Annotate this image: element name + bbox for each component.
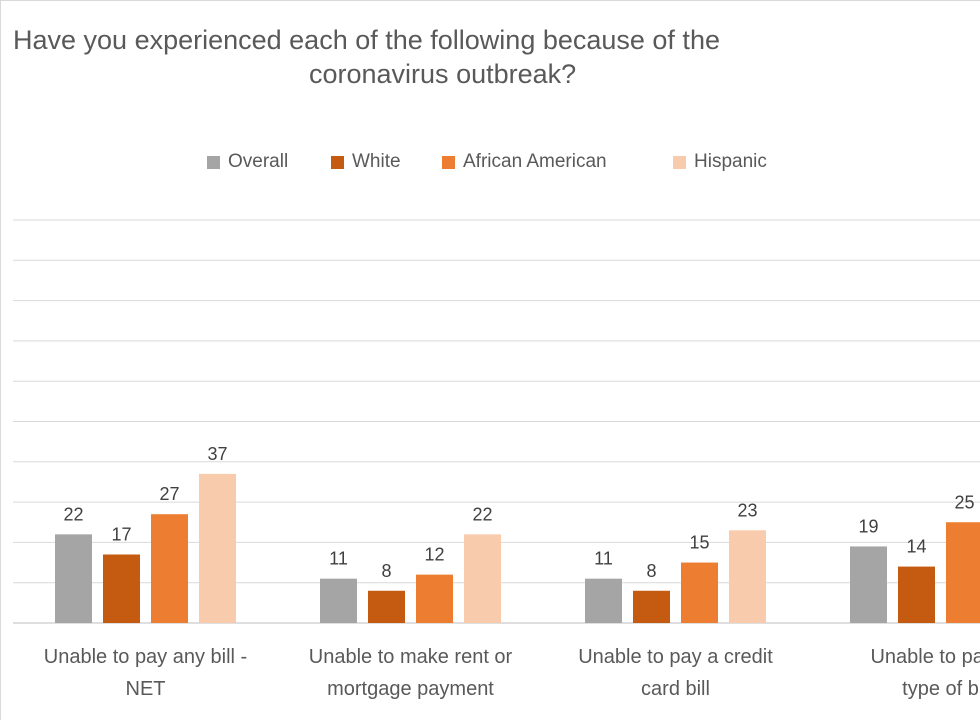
bar-african-american bbox=[681, 562, 718, 623]
category-label: NET bbox=[126, 678, 166, 700]
bar-hispanic bbox=[729, 530, 766, 623]
data-label: 11 bbox=[594, 549, 613, 569]
category-label: mortgage payment bbox=[327, 678, 494, 700]
bar-african-american bbox=[946, 522, 980, 623]
data-label: 22 bbox=[63, 504, 83, 524]
data-label: 8 bbox=[646, 561, 656, 581]
legend-label-overall: Overall bbox=[228, 151, 289, 172]
category-label: type of b bbox=[902, 678, 979, 700]
legend-swatch-african-american bbox=[442, 155, 455, 169]
data-label: 37 bbox=[207, 444, 227, 464]
legend-label-white: White bbox=[352, 151, 401, 172]
legend-item-white: White bbox=[331, 151, 401, 173]
bar-african-american bbox=[416, 574, 453, 623]
data-label: 25 bbox=[954, 492, 974, 512]
data-label: 12 bbox=[424, 545, 444, 565]
legend-item-overall: Overall bbox=[207, 151, 288, 173]
legend-label-african-american: African American bbox=[463, 151, 607, 172]
bar-hispanic bbox=[464, 534, 501, 623]
category-label: Unable to make rent or bbox=[309, 646, 513, 668]
data-label: 23 bbox=[737, 500, 757, 520]
data-label: 15 bbox=[689, 533, 709, 553]
chart-title-text: Have you experienced each of the followi… bbox=[13, 25, 720, 55]
category-label: Unable to pay a bbox=[870, 646, 980, 668]
category-label: card bill bbox=[641, 678, 710, 700]
chart-title-line-2: coronavirus outbreak? bbox=[309, 59, 577, 89]
legend-swatch-hispanic bbox=[673, 155, 686, 169]
legend-item-hispanic: Hispanic bbox=[673, 151, 767, 173]
data-label: 19 bbox=[858, 516, 878, 536]
bar-white bbox=[898, 566, 935, 623]
data-label: 27 bbox=[159, 484, 179, 504]
legend-swatch-overall bbox=[207, 155, 220, 169]
bar-overall bbox=[850, 546, 887, 623]
category-label: Unable to pay a credit bbox=[578, 646, 773, 668]
bar-overall bbox=[55, 534, 92, 623]
bar-hispanic bbox=[199, 473, 236, 623]
data-label: 8 bbox=[381, 561, 391, 581]
bar-african-american bbox=[151, 514, 188, 623]
legend-swatch-white bbox=[331, 155, 344, 169]
bar-white bbox=[633, 590, 670, 623]
legend: Overall White African American Hispanic bbox=[1, 151, 980, 177]
bar-white bbox=[103, 554, 140, 623]
bar-overall bbox=[585, 578, 622, 623]
chart-title: Have you experienced each of the followi… bbox=[1, 23, 980, 91]
bar-overall bbox=[320, 578, 357, 623]
data-label: 22 bbox=[472, 504, 492, 524]
legend-label-hispanic: Hispanic bbox=[694, 151, 767, 172]
data-label: 17 bbox=[111, 524, 131, 544]
category-label: Unable to pay any bill - bbox=[44, 646, 247, 668]
data-label: 14 bbox=[906, 537, 926, 557]
legend-item-african-american: African American bbox=[442, 151, 607, 173]
data-label: 11 bbox=[329, 549, 348, 569]
bar-white bbox=[368, 590, 405, 623]
